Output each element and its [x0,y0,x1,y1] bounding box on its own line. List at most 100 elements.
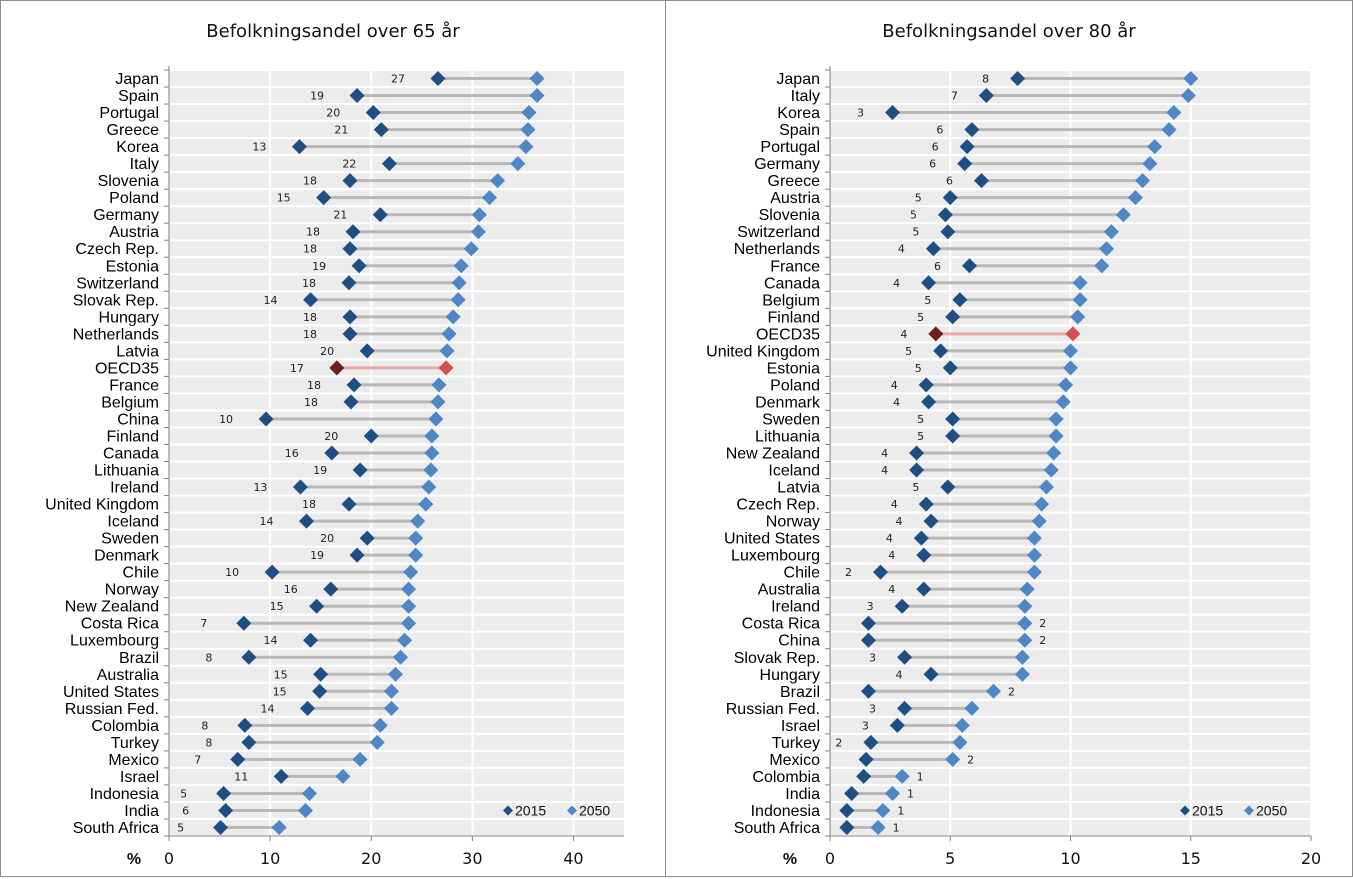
value-label-2015: 7 [951,90,958,103]
marker-2050 [894,768,910,784]
category-label: South Africa [734,820,820,837]
marker-2015 [365,105,381,121]
value-label-2015: 2 [845,566,852,579]
marker-2050 [482,190,498,206]
marker-2015 [216,785,232,801]
x-tick-label: 0 [825,849,835,868]
value-label-2015: 10 [219,413,233,426]
marker-2050 [1072,275,1088,291]
marker-2050 [1063,343,1078,359]
marker-2050 [271,819,287,835]
value-label-2015: 20 [324,430,338,443]
category-label: Japan [115,71,159,88]
marker-2050 [1065,326,1081,342]
marker-2015 [264,564,280,580]
value-label-2015: 1 [907,787,914,800]
category-label: Estonia [767,360,820,377]
category-label: Netherlands [73,326,159,343]
value-label-2015: 18 [303,175,317,188]
category-label: Turkey [772,735,820,752]
category-label: Slovak Rep. [734,650,820,667]
category-label: Denmark [755,394,821,411]
marker-2050 [870,819,886,835]
marker-2050 [1055,394,1071,410]
value-label-2015: 14 [264,634,278,647]
marker-2050 [1058,377,1074,393]
x-tick-label: 10 [260,849,280,868]
marker-2050 [1070,309,1086,325]
category-label: Brazil [780,684,820,701]
marker-2050 [421,479,437,495]
marker-2050 [964,700,980,716]
row-band [169,717,624,733]
value-label-2015: 8 [205,736,212,749]
marker-2050 [431,377,447,393]
value-label-2015: 6 [929,158,936,171]
category-label: Italy [130,156,159,173]
category-label: Spain [779,122,820,139]
legend-marker-2050 [1244,805,1254,816]
category-label: Switzerland [737,224,820,241]
row-band [169,751,624,767]
marker-2050 [1180,88,1196,104]
marker-2015 [921,275,937,291]
marker-2050 [423,462,439,478]
value-label-2015: 4 [896,515,903,528]
marker-2015 [974,173,990,189]
category-label: Czech Rep. [75,241,159,258]
marker-2015 [961,258,977,274]
category-label: China [778,633,820,650]
marker-2050 [408,547,424,563]
category-label: United States [63,684,159,701]
category-label: Portugal [99,105,159,122]
value-label-2015: 6 [932,141,939,154]
x-axis-unit-label: % [783,851,797,868]
marker-2015 [839,819,855,835]
x-tick-label: 5 [945,849,955,868]
value-label-2015: 4 [900,328,907,341]
marker-2015 [856,768,872,784]
marker-2015 [352,462,368,478]
category-label: Denmark [94,548,160,565]
marker-2015 [913,530,929,546]
marker-2015 [359,343,375,359]
marker-2050 [1017,598,1033,614]
marker-2015 [1010,71,1026,87]
marker-2050 [408,530,424,546]
marker-2015 [923,513,939,529]
marker-2050 [1072,292,1088,308]
category-label: Hungary [99,309,159,326]
category-label: Ireland [771,599,820,616]
value-label-2015: 5 [917,311,924,324]
category-label: Belgium [101,394,159,411]
marker-2015 [928,326,944,342]
category-label: Mexico [769,752,820,769]
value-label-2015: 2 [1039,617,1046,630]
category-label: Sweden [762,411,820,428]
category-label: Iceland [768,463,820,480]
value-label-2015: 15 [277,192,291,205]
value-label-2015: 5 [915,192,922,205]
value-label-2015: 20 [326,107,340,120]
marker-2015 [909,462,925,478]
marker-2050 [298,802,313,818]
marker-2015 [218,802,234,818]
marker-2050 [945,751,961,767]
category-label: Greece [107,122,160,139]
legend-marker-2050 [567,805,577,816]
marker-2050 [1017,632,1033,648]
x-tick-label: 40 [563,849,583,868]
category-label: India [124,803,159,820]
value-label-2015: 4 [888,549,895,562]
marker-2050 [403,564,419,580]
marker-2050 [1166,105,1182,121]
row-band [169,802,624,818]
marker-2015 [945,309,961,325]
marker-2015 [373,122,389,138]
category-label: Colombia [91,718,159,735]
marker-2050 [1026,547,1042,563]
marker-2050 [383,700,399,716]
marker-2050 [428,411,444,427]
category-label: Slovenia [98,173,159,190]
